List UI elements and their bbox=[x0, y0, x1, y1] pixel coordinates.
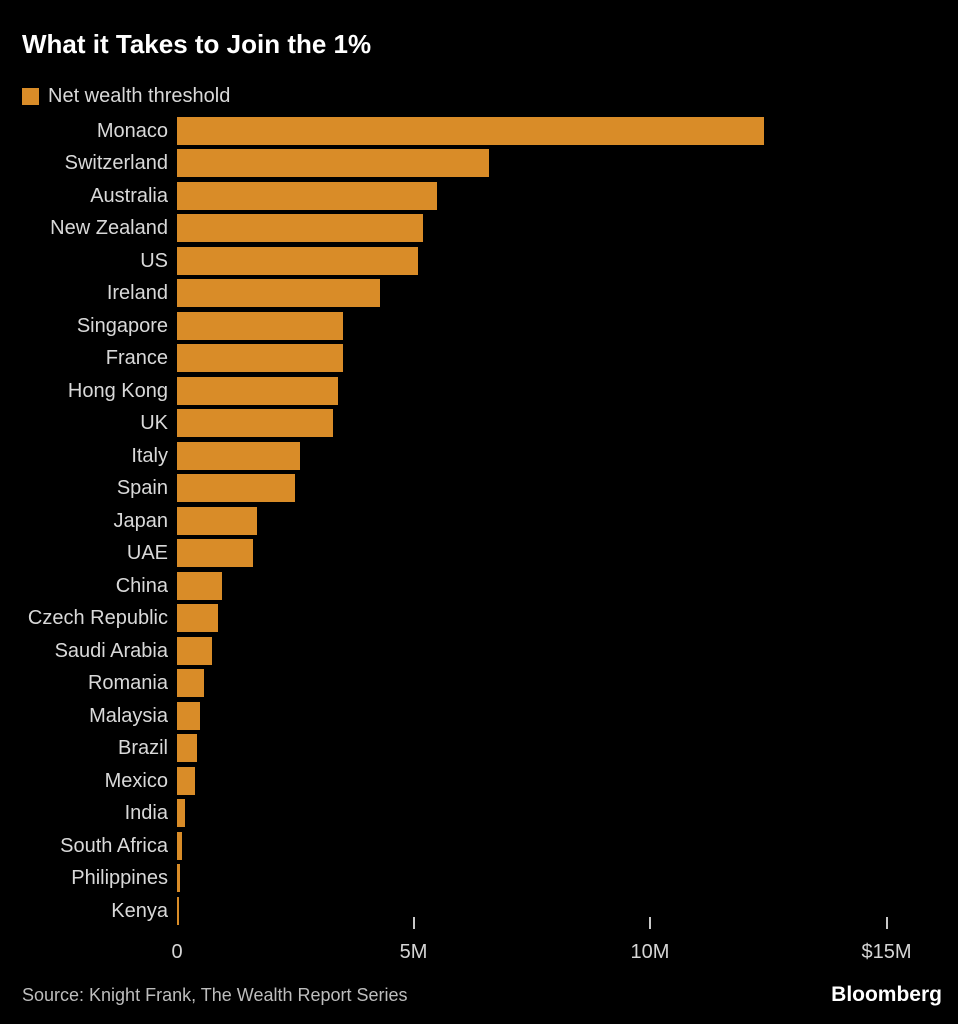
bar bbox=[177, 669, 204, 698]
country-label: Singapore bbox=[76, 314, 168, 337]
bar bbox=[177, 279, 381, 308]
country-label: Romania bbox=[87, 672, 168, 695]
country-label: Ireland bbox=[106, 282, 168, 305]
x-tick-label: $15M bbox=[861, 941, 912, 963]
bar bbox=[177, 864, 180, 893]
country-label: China bbox=[115, 574, 168, 597]
bar bbox=[177, 571, 223, 600]
bar bbox=[177, 474, 296, 503]
country-label: South Africa bbox=[60, 834, 168, 857]
bar bbox=[177, 701, 200, 730]
legend: Net wealth threshold bbox=[22, 86, 230, 106]
country-label: Spain bbox=[116, 477, 168, 500]
bar bbox=[177, 376, 338, 405]
country-label: Japan bbox=[113, 509, 169, 532]
bar bbox=[177, 441, 300, 470]
country-label: Italy bbox=[131, 444, 168, 467]
country-label: France bbox=[105, 347, 168, 370]
country-label: Kenya bbox=[111, 899, 168, 922]
country-label: Philippines bbox=[71, 867, 168, 890]
x-tick-mark bbox=[649, 917, 651, 929]
legend-label: Net wealth threshold bbox=[48, 85, 231, 107]
bar bbox=[177, 799, 186, 828]
bar bbox=[177, 117, 764, 145]
country-label: Australia bbox=[90, 184, 168, 207]
bar bbox=[177, 604, 218, 633]
bar bbox=[177, 831, 183, 860]
bar bbox=[177, 539, 253, 568]
x-tick-label: 0 bbox=[171, 941, 183, 963]
bar bbox=[177, 636, 212, 665]
x-tick-label: 10M bbox=[630, 941, 670, 963]
country-label: Czech Republic bbox=[27, 607, 168, 630]
bar bbox=[177, 896, 179, 925]
country-label: UK bbox=[140, 412, 168, 435]
bar bbox=[177, 506, 258, 535]
country-label: Monaco bbox=[96, 120, 168, 142]
source-note: Source: Knight Frank, The Wealth Report … bbox=[22, 985, 408, 1005]
bar bbox=[177, 246, 419, 275]
bar bbox=[177, 149, 490, 178]
bar bbox=[177, 311, 343, 340]
country-label: UAE bbox=[126, 542, 168, 565]
x-tick-mark bbox=[412, 917, 415, 929]
bar bbox=[177, 214, 423, 243]
bar bbox=[177, 181, 438, 210]
country-label: Malaysia bbox=[89, 704, 168, 727]
bloomberg-logo: Bloomberg bbox=[831, 983, 942, 1006]
x-tick-label: 5M bbox=[399, 941, 428, 963]
country-label: US bbox=[140, 249, 168, 272]
country-label: Saudi Arabia bbox=[54, 639, 168, 662]
country-label: India bbox=[124, 802, 168, 825]
chart-title: What it Takes to Join the 1% bbox=[22, 29, 372, 59]
country-label: Mexico bbox=[104, 769, 168, 792]
bar bbox=[177, 409, 334, 438]
country-label: Hong Kong bbox=[67, 379, 168, 402]
country-label: New Zealand bbox=[50, 217, 168, 240]
legend-swatch-icon bbox=[22, 87, 39, 105]
country-label: Switzerland bbox=[64, 152, 168, 175]
x-tick-mark bbox=[885, 917, 888, 929]
bar bbox=[177, 344, 343, 373]
bar bbox=[177, 766, 195, 795]
bar bbox=[177, 734, 198, 763]
country-label: Brazil bbox=[117, 737, 168, 760]
